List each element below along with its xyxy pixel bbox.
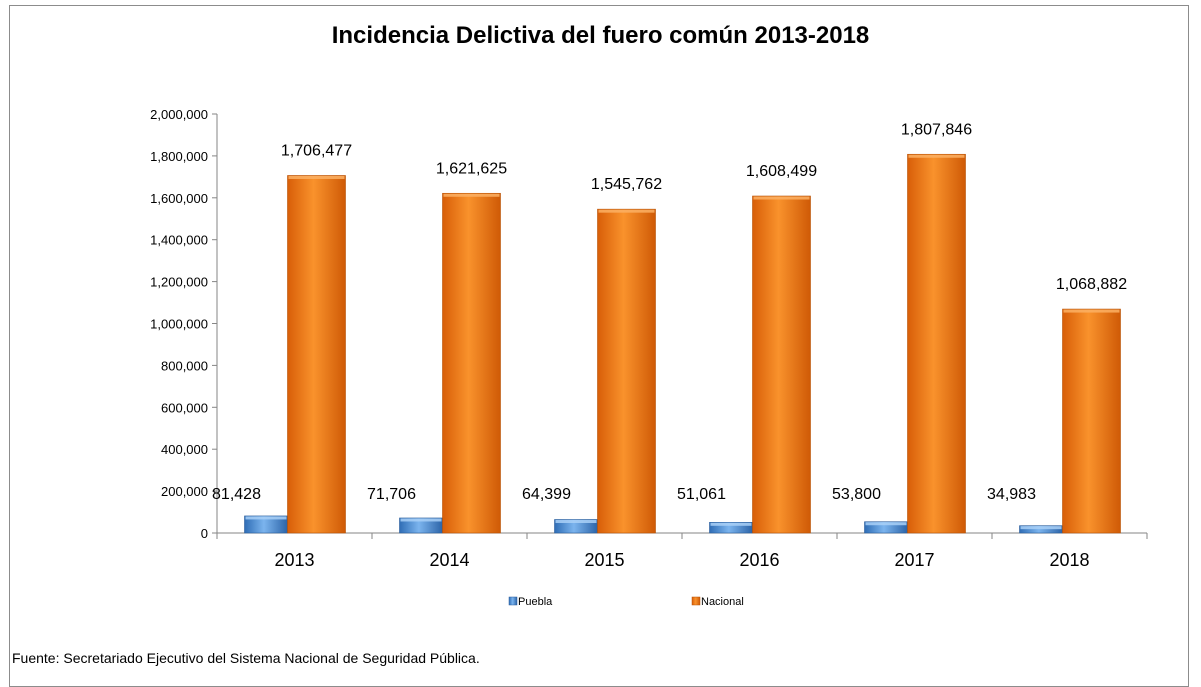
data-label-puebla: 53,800 — [832, 486, 881, 503]
bar-top-highlight — [443, 193, 500, 197]
y-tick-label: 1,200,000 — [150, 275, 208, 290]
y-tick-label: 1,600,000 — [150, 191, 208, 206]
bar-top-highlight — [555, 520, 597, 524]
y-tick-label: 1,000,000 — [150, 317, 208, 332]
y-tick-label: 400,000 — [161, 442, 208, 457]
data-label-puebla: 64,399 — [522, 486, 571, 503]
legend-label-nacional: Nacional — [701, 596, 744, 608]
x-tick-label: 2014 — [429, 550, 469, 570]
data-label-nacional: 1,807,846 — [901, 121, 972, 138]
x-tick-label: 2018 — [1049, 550, 1089, 570]
bar-top-highlight — [753, 196, 810, 200]
bar-nacional-2018 — [1062, 308, 1121, 534]
bar-top-highlight — [908, 154, 965, 158]
legend-swatch-puebla — [508, 596, 518, 606]
bar-top-highlight — [288, 175, 345, 179]
bar-nacional-2015 — [597, 208, 656, 534]
data-label-puebla: 34,983 — [987, 486, 1036, 503]
data-label-puebla: 81,428 — [212, 486, 261, 503]
bar-top-highlight — [400, 518, 442, 522]
y-tick-label: 600,000 — [161, 400, 208, 415]
x-tick-label: 2015 — [584, 550, 624, 570]
x-tick-label: 2016 — [739, 550, 779, 570]
legend-swatch-nacional — [691, 596, 701, 606]
bar-nacional-2016 — [752, 195, 811, 534]
y-tick-label: 1,800,000 — [150, 149, 208, 164]
bar-top-highlight — [1063, 309, 1120, 313]
legend-label-puebla: Puebla — [518, 596, 553, 608]
y-tick-label: 1,400,000 — [150, 233, 208, 248]
x-tick-label: 2017 — [894, 550, 934, 570]
data-label-puebla: 51,061 — [677, 486, 726, 503]
chart-plot: 0 200,000 400,000 600,000 800,000 1,000,000 1,… — [150, 107, 1148, 608]
source-note: Fuente: Secretariado Ejecutivo del Siste… — [12, 650, 480, 666]
y-tick-label: 800,000 — [161, 358, 208, 373]
x-tick-label: 2013 — [274, 550, 314, 570]
bar-nacional-2013 — [287, 175, 346, 534]
data-label-nacional: 1,706,477 — [281, 142, 352, 159]
data-label-nacional: 1,545,762 — [591, 176, 662, 193]
data-label-puebla: 71,706 — [367, 486, 416, 503]
data-label-nacional: 1,621,625 — [436, 160, 507, 177]
bar-top-highlight — [598, 209, 655, 213]
bar-nacional-2017 — [907, 153, 966, 534]
data-label-nacional: 1,068,882 — [1056, 276, 1127, 293]
data-label-nacional: 1,608,499 — [746, 163, 817, 180]
bar-top-highlight — [710, 522, 752, 526]
chart-title: Incidencia Delictiva del fuero común 201… — [331, 22, 870, 49]
y-tick-label: 0 — [201, 526, 208, 541]
bar-top-highlight — [1020, 526, 1062, 530]
y-tick-label: 200,000 — [161, 484, 208, 499]
y-tick-label: 2,000,000 — [150, 107, 208, 122]
bar-top-highlight — [865, 522, 907, 526]
bar-top-highlight — [245, 516, 287, 520]
bar-nacional-2014 — [442, 192, 501, 534]
